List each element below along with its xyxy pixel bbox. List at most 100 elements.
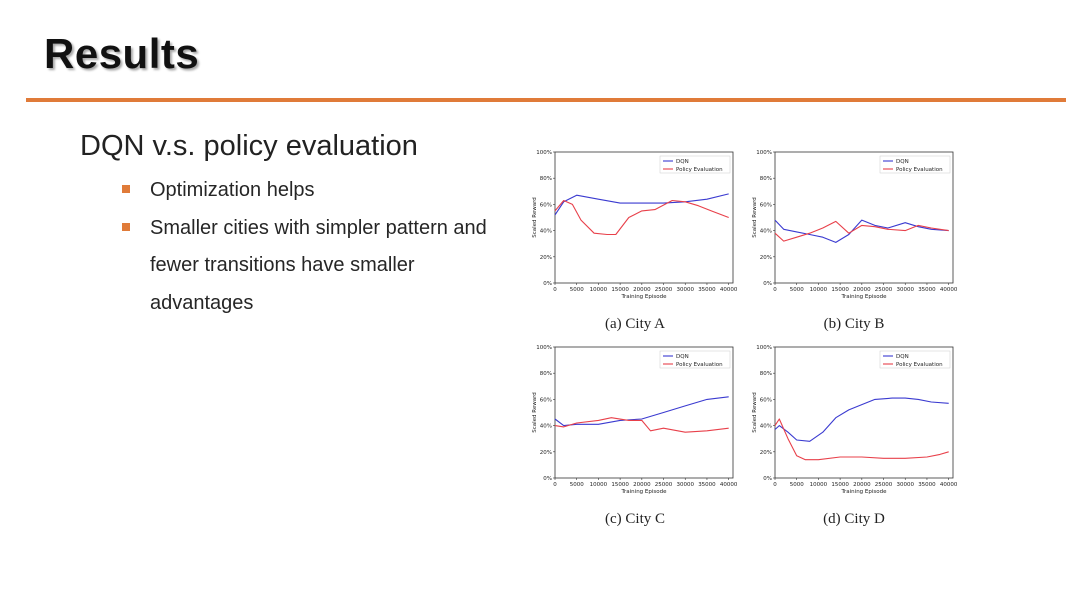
- y-tick-label: 100%: [536, 150, 552, 156]
- y-tick-label: 60%: [540, 202, 552, 208]
- series-line-policy-evaluation: [554, 199, 729, 236]
- legend-label: DQN: [896, 159, 909, 165]
- x-tick-label: 40000: [940, 482, 958, 488]
- x-tick-label: 25000: [875, 482, 893, 488]
- y-tick-label: 80%: [540, 176, 552, 182]
- y-tick-label: 40%: [760, 229, 772, 235]
- y-axis-label: Scaled Reward: [752, 392, 758, 433]
- x-tick-label: 20000: [853, 287, 871, 293]
- y-axis-label: Scaled Reward: [532, 197, 538, 238]
- x-tick-label: 10000: [590, 482, 608, 488]
- y-tick-label: 100%: [756, 150, 772, 156]
- legend-label: DQN: [676, 159, 689, 165]
- caption-city-b: (b) City B: [823, 316, 885, 332]
- legend-box: [659, 350, 731, 369]
- x-tick-label: 25000: [655, 482, 673, 488]
- x-tick-label: 5000: [570, 287, 584, 293]
- y-tick-label: 40%: [540, 424, 552, 430]
- legend-box: [659, 155, 731, 174]
- legend-label: Policy Evaluation: [676, 362, 723, 368]
- x-tick-label: 40000: [940, 287, 958, 293]
- bullet-list: Optimization helps Smaller cities with s…: [122, 172, 512, 322]
- x-tick-label: 0: [773, 482, 777, 488]
- legend-label: DQN: [676, 354, 689, 360]
- x-tick-label: 35000: [918, 482, 936, 488]
- x-tick-label: 35000: [698, 482, 716, 488]
- x-tick-label: 30000: [676, 482, 694, 488]
- y-tick-label: 80%: [760, 371, 772, 377]
- y-tick-label: 60%: [760, 202, 772, 208]
- y-tick-label: 20%: [760, 450, 772, 456]
- x-tick-label: 15000: [611, 287, 629, 293]
- y-tick-label: 20%: [760, 255, 772, 261]
- x-tick-label: 5000: [790, 287, 804, 293]
- series-line-policy-evaluation: [554, 417, 729, 433]
- y-tick-label: 0%: [543, 476, 552, 482]
- legend-label: DQN: [896, 354, 909, 360]
- chart-city-c: 0% 20% 40% 60% 80% 100% 0 5000 10000 15000 20000 25…: [532, 345, 738, 495]
- plot-frame: [774, 346, 954, 479]
- x-tick-label: 20000: [853, 482, 871, 488]
- x-tick-label: 5000: [570, 482, 584, 488]
- x-axis-label: Training Episode: [620, 489, 667, 495]
- series-line-policy-evaluation: [774, 220, 949, 242]
- y-tick-label: 0%: [543, 281, 552, 287]
- x-tick-label: 5000: [790, 482, 804, 488]
- legend-box: [879, 350, 951, 369]
- y-tick-label: 80%: [540, 371, 552, 377]
- x-tick-label: 0: [773, 287, 777, 293]
- x-tick-label: 10000: [810, 482, 828, 488]
- slide-subtitle: DQN v.s. policy evaluation: [80, 130, 418, 162]
- plot-frame: [554, 346, 734, 479]
- x-tick-label: 10000: [810, 287, 828, 293]
- chart-city-b: 0% 20% 40% 60% 80% 100% 0 5000 10000 15000 20000 25…: [752, 150, 958, 300]
- y-tick-label: 80%: [760, 176, 772, 182]
- x-tick-label: 20000: [633, 482, 651, 488]
- x-tick-label: 30000: [896, 287, 914, 293]
- y-tick-label: 100%: [756, 345, 772, 351]
- x-tick-label: 30000: [676, 287, 694, 293]
- plot-frame: [774, 151, 954, 284]
- bullet-marker-icon: [122, 222, 130, 231]
- bullet-text: Smaller cities with simpler pattern and …: [150, 216, 487, 314]
- y-tick-label: 0%: [763, 281, 772, 287]
- y-tick-label: 40%: [760, 424, 772, 430]
- x-axis-label: Training Episode: [840, 489, 887, 495]
- x-tick-label: 0: [553, 287, 557, 293]
- y-tick-label: 60%: [760, 397, 772, 403]
- x-tick-label: 15000: [831, 287, 849, 293]
- bullet-text: Optimization helps: [150, 179, 315, 201]
- bullet-item: Smaller cities with simpler pattern and …: [122, 210, 512, 323]
- x-tick-label: 25000: [655, 287, 673, 293]
- y-tick-label: 100%: [536, 345, 552, 351]
- x-tick-label: 35000: [698, 287, 716, 293]
- y-axis-label: Scaled Reward: [752, 197, 758, 238]
- x-axis-label: Training Episode: [840, 294, 887, 300]
- x-tick-label: 40000: [720, 482, 738, 488]
- y-axis-label: Scaled Reward: [532, 392, 538, 433]
- chart-city-a: 0% 20% 40% 60% 80% 100% 0 5000 10000 15000 20000 25…: [532, 150, 738, 300]
- y-tick-label: 20%: [540, 255, 552, 261]
- x-tick-label: 15000: [611, 482, 629, 488]
- caption-city-c: (c) City C: [605, 511, 665, 527]
- y-tick-label: 60%: [540, 397, 552, 403]
- x-tick-label: 15000: [831, 482, 849, 488]
- x-tick-label: 40000: [720, 287, 738, 293]
- legend-box: [879, 155, 951, 174]
- legend-label: Policy Evaluation: [896, 167, 943, 173]
- chart-city-d: 0% 20% 40% 60% 80% 100% 0 5000 10000 15000 20000 25…: [752, 345, 958, 495]
- series-line-policy-evaluation: [774, 418, 949, 461]
- x-tick-label: 35000: [918, 287, 936, 293]
- y-tick-label: 0%: [763, 476, 772, 482]
- series-line-dqn: [774, 397, 949, 442]
- y-tick-label: 20%: [540, 450, 552, 456]
- y-tick-label: 40%: [540, 229, 552, 235]
- bullet-item: Optimization helps: [122, 172, 512, 210]
- bullet-marker-icon: [122, 185, 130, 193]
- slide-title: Results: [44, 30, 200, 77]
- series-line-dqn: [554, 193, 729, 216]
- caption-city-a: (a) City A: [605, 316, 665, 332]
- x-tick-label: 25000: [875, 287, 893, 293]
- x-tick-label: 20000: [633, 287, 651, 293]
- legend-label: Policy Evaluation: [896, 362, 943, 368]
